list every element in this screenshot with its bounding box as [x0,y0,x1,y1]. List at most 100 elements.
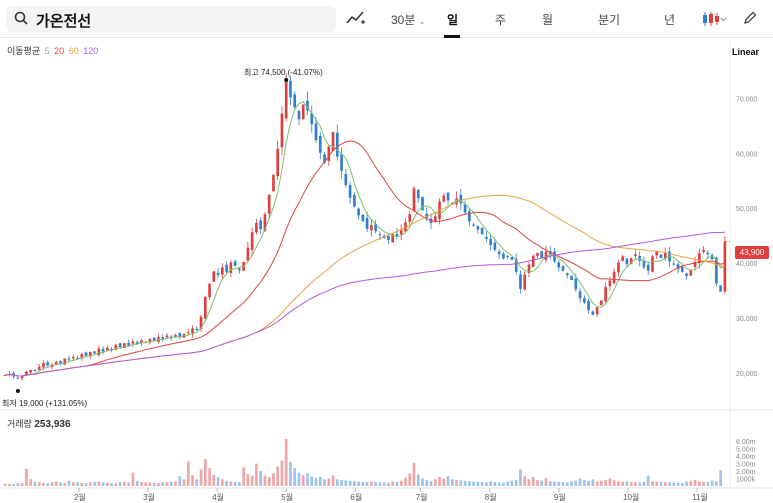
volume-bar [118,482,122,486]
volume-bar [663,482,667,486]
drawing-tool-icon[interactable] [346,9,366,32]
volume-bar [689,480,693,486]
volume-bar [412,462,416,486]
candle-body [8,373,11,376]
candle-body [306,100,309,111]
scale-mode-toggle[interactable]: Linear [731,47,759,57]
price-tick-label: 60,000 [736,151,758,158]
candle-body [433,216,437,222]
volume-bar [485,482,488,486]
volume-bar [195,479,199,486]
candle-body [553,251,556,262]
candlestick-type-icon[interactable] [701,11,727,32]
volume-bar [63,482,67,486]
volume-bar [693,479,697,486]
volume-bar [186,461,190,486]
volume-tick-label: 2.00m [736,469,756,476]
candle-body [497,251,501,255]
candle-body [93,351,96,354]
volume-bar [497,482,501,486]
candle-body [67,358,71,360]
candle-body [514,258,518,272]
candle-body [544,251,548,260]
tab-year[interactable]: 년 [664,13,676,27]
volume-bar [548,481,552,486]
candle-body [634,254,637,256]
month-label: 7월 [416,492,428,502]
candle-body [314,123,318,141]
volume-bar [272,473,275,486]
month-label: 2월 [74,492,86,502]
volume-bar [284,438,288,486]
volume-bar [250,475,254,486]
candle-body [668,251,671,262]
tab-month[interactable]: 월 [542,13,554,27]
volume-bar [659,481,663,486]
volume-bar [114,483,118,486]
volume-bar [557,481,561,486]
volume-bar [314,477,318,486]
candle-body [276,148,280,177]
candle-body [118,343,122,348]
volume-bar [506,481,509,486]
interval-dropdown[interactable]: 30분 ⌄ [391,11,425,28]
volume-bar [638,482,642,486]
candle-body [16,377,20,379]
price-tick-label: 70,000 [736,96,758,103]
candle-body [608,280,612,287]
candle-body [101,348,105,352]
volume-bar [361,481,365,486]
candle-body [723,241,727,292]
candle-body [527,264,531,274]
candle-body [365,218,369,230]
tab-quarter[interactable]: 분기 [598,13,621,27]
candle-body [612,271,616,284]
ma-60-line [5,194,725,377]
volume-bar [544,477,548,486]
volume-legend: 거래량 253,936 [7,417,71,430]
candle-body [565,273,569,276]
volume-bar [221,479,224,486]
volume-bar [157,483,160,486]
candle-body [370,225,373,231]
volume-bar [178,476,182,486]
volume-bar [289,462,292,486]
candle-body [20,376,24,379]
candle-body [600,300,603,306]
candle-body [476,226,480,230]
volume-bar [715,481,718,486]
candle-body [280,113,284,148]
tab-week[interactable]: 주 [495,13,507,27]
volume-bar [335,479,339,486]
candle-body [225,264,228,272]
stock-search-box[interactable]: 가온전선 [6,6,336,32]
current-price-tag: 43,900 [735,246,769,259]
candle-body [629,258,633,265]
volume-bar [42,482,45,486]
candle-body [267,194,271,214]
candle-body [331,131,335,151]
volume-bar [668,482,671,486]
volume-bar [29,479,33,486]
volume-bar [523,476,527,486]
volume-bar [685,481,688,486]
candle-body [523,274,527,290]
volume-bar [127,482,130,486]
candle-body [404,222,407,232]
pencil-icon[interactable] [743,11,757,30]
candle-body [259,220,262,230]
candle-body [357,208,360,216]
candle-body [318,135,322,153]
tab-day[interactable]: 일 [447,13,459,27]
candle-body [46,362,50,366]
candle-body [182,333,186,338]
candle-body [323,154,326,163]
volume-bar [229,481,233,486]
candle-body [531,255,535,267]
candle-body [587,300,590,311]
volume-bar [344,480,348,486]
candle-body [216,272,220,276]
candle-body [591,311,595,315]
